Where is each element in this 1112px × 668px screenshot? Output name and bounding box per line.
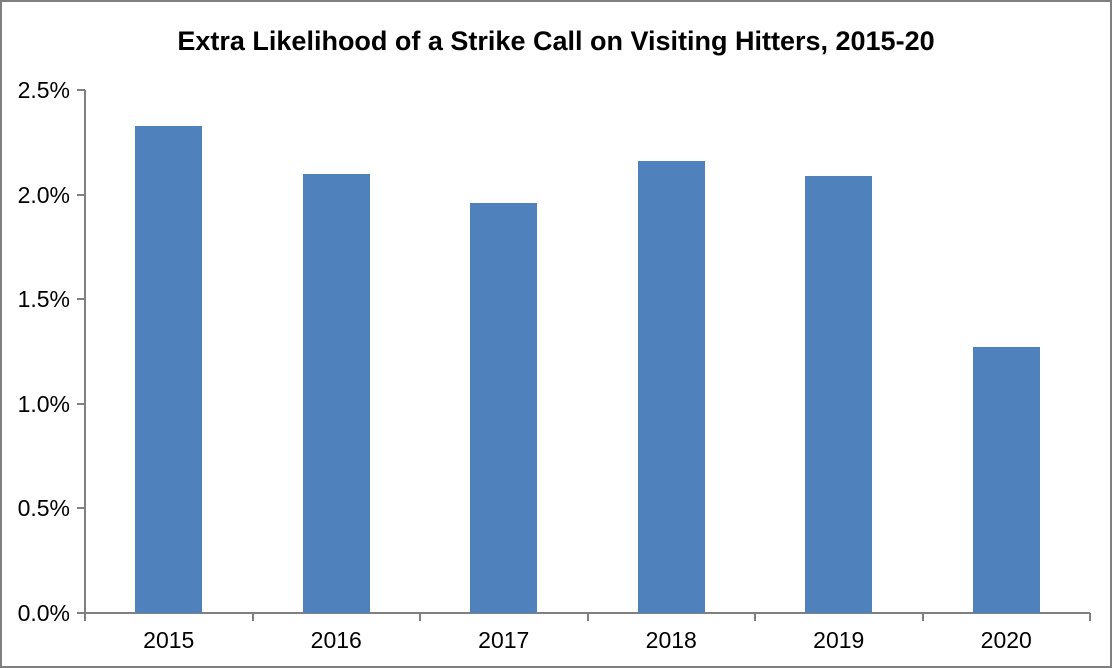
y-axis-tick bbox=[77, 612, 85, 614]
x-axis-tick bbox=[586, 613, 589, 621]
bar-2016 bbox=[302, 173, 370, 613]
x-tick-label-2017: 2017 bbox=[478, 627, 530, 653]
bar-2018 bbox=[637, 161, 705, 613]
y-axis-line bbox=[84, 90, 86, 621]
x-axis-tick bbox=[419, 613, 421, 621]
x-tick-label-2020: 2020 bbox=[980, 627, 1032, 653]
y-axis-tick bbox=[77, 507, 85, 510]
x-tick-label-2018: 2018 bbox=[645, 627, 697, 653]
bar-2015 bbox=[135, 125, 203, 613]
y-axis-tick bbox=[77, 402, 85, 405]
y-tick-label: 2.0% bbox=[17, 181, 70, 208]
y-tick-label: 1.0% bbox=[17, 390, 70, 417]
x-axis-tick bbox=[921, 613, 924, 621]
bar-2017 bbox=[470, 202, 538, 613]
x-tick-label-2016: 2016 bbox=[310, 627, 362, 653]
y-tick-label: 1.5% bbox=[17, 286, 70, 313]
y-axis-tick bbox=[77, 89, 85, 91]
bar-2020 bbox=[972, 347, 1040, 613]
y-axis-tick bbox=[77, 193, 85, 196]
chart-title: Extra Likelihood of a Strike Call on Vis… bbox=[177, 26, 935, 56]
y-tick-label: 2.5% bbox=[17, 77, 70, 103]
x-axis-tick bbox=[251, 613, 254, 621]
x-tick-label-2015: 2015 bbox=[143, 627, 195, 653]
x-axis-tick bbox=[1089, 613, 1091, 621]
y-axis-tick bbox=[77, 298, 85, 301]
x-tick-label-2019: 2019 bbox=[813, 627, 865, 653]
x-axis-tick bbox=[84, 613, 86, 621]
x-axis-tick bbox=[754, 613, 756, 621]
bar-2019 bbox=[805, 175, 873, 613]
y-tick-label: 0.0% bbox=[17, 600, 70, 626]
y-tick-label: 0.5% bbox=[17, 495, 70, 522]
